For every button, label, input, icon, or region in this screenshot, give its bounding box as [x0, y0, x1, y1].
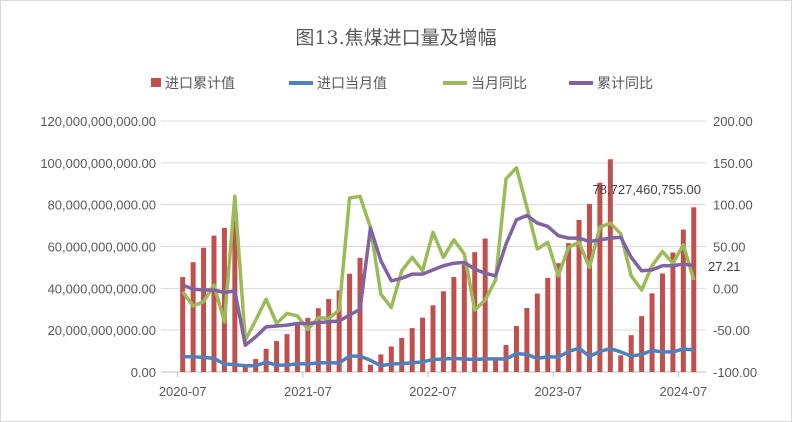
bar-进口累计值 — [201, 247, 207, 372]
bar-进口累计值 — [378, 354, 384, 372]
left-axis-tick-label: 120,000,000,000.00 — [40, 114, 156, 129]
bar-进口累计值 — [618, 355, 624, 372]
bar-进口累计值 — [545, 277, 551, 372]
bar-进口累计值 — [566, 243, 572, 372]
bar-进口累计值 — [513, 325, 519, 372]
right-axis-tick-label: -100.00 — [713, 365, 757, 380]
bar-进口累计值 — [399, 337, 405, 372]
chart-title: 图13.焦煤进口量及增幅 — [295, 27, 497, 49]
bar-进口累计值 — [659, 273, 665, 372]
bar-进口累计值 — [284, 334, 290, 372]
legend-swatch — [151, 78, 161, 87]
right-axis-tick-label: -50.00 — [713, 323, 750, 338]
bar-进口累计值 — [482, 238, 488, 372]
bar-进口累计值 — [493, 360, 499, 372]
bar-进口累计值 — [430, 305, 436, 372]
bar-进口累计值 — [639, 316, 645, 372]
bar-进口累计值 — [409, 328, 415, 372]
legend-label: 进口累计值 — [165, 75, 235, 91]
x-axis-tick-label: 2021-07 — [284, 384, 332, 399]
bar-进口累计值 — [691, 207, 697, 372]
left-axis-tick-label: 100,000,000,000.00 — [40, 156, 156, 171]
x-axis-tick-label: 2023-07 — [534, 384, 582, 399]
left-axis-tick-label: 0.00 — [131, 365, 156, 380]
right-axis-tick-label: 100.00 — [713, 198, 753, 213]
left-axis-tick-label: 80,000,000,000.00 — [48, 198, 156, 213]
left-axis-tick-label: 40,000,000,000.00 — [48, 281, 156, 296]
bar-进口累计值 — [534, 293, 540, 372]
bar-进口累计值 — [347, 273, 353, 372]
bar-进口累计值 — [388, 346, 394, 372]
data-label-cumulative: 78,727,460,755.00 — [593, 182, 701, 197]
bar-进口累计值 — [461, 264, 467, 372]
bar-进口累计值 — [576, 219, 582, 372]
left-axis-tick-label: 60,000,000,000.00 — [48, 240, 156, 255]
bar-进口累计值 — [336, 290, 342, 372]
bar-进口累计值 — [628, 335, 634, 372]
bar-进口累计值 — [190, 262, 196, 372]
bar-进口累计值 — [420, 317, 426, 372]
bar-进口累计值 — [367, 364, 373, 372]
right-axis-tick-label: 150.00 — [713, 156, 753, 171]
bar-进口累计值 — [357, 257, 363, 372]
bar-进口累计值 — [180, 277, 186, 372]
line-当月同比 — [181, 166, 696, 342]
bar-进口累计值 — [211, 235, 217, 372]
line-进口当月值 — [182, 346, 694, 368]
bar-进口累计值 — [242, 366, 248, 372]
bar-进口累计值 — [555, 263, 561, 372]
bar-进口累计值 — [263, 348, 269, 372]
bar-进口累计值 — [586, 204, 592, 372]
bar-进口累计值 — [440, 291, 446, 372]
bar-进口累计值 — [680, 229, 686, 372]
bar-进口累计值 — [294, 325, 300, 372]
bar-进口累计值 — [524, 307, 530, 372]
legend-label: 当月同比 — [471, 75, 527, 91]
bar-进口累计值 — [315, 308, 321, 372]
left-axis-tick-label: 20,000,000,000.00 — [48, 323, 156, 338]
bar-进口累计值 — [451, 277, 457, 372]
bar-进口累计值 — [274, 341, 280, 372]
x-axis-tick-label: 2020-07 — [159, 384, 207, 399]
legend-label: 进口当月值 — [317, 75, 387, 91]
bar-进口累计值 — [472, 252, 478, 372]
right-axis-tick-label: 200.00 — [713, 114, 753, 129]
right-axis-tick-label: 50.00 — [713, 240, 746, 255]
line-累计同比 — [182, 213, 695, 347]
bar-进口累计值 — [649, 293, 655, 372]
bar-进口累计值 — [607, 159, 613, 372]
x-axis-tick-label: 2022-07 — [409, 384, 457, 399]
bar-进口累计值 — [221, 227, 227, 372]
data-label-cumulative-yoy: 27.21 — [708, 259, 741, 274]
bar-进口累计值 — [597, 182, 603, 372]
bar-进口累计值 — [326, 299, 332, 372]
x-axis-tick-label: 2024-07 — [659, 384, 707, 399]
right-axis-tick-label: 0.00 — [713, 281, 738, 296]
legend-label: 累计同比 — [597, 75, 653, 91]
bar-进口累计值 — [305, 317, 311, 372]
bar-进口累计值 — [670, 252, 676, 372]
